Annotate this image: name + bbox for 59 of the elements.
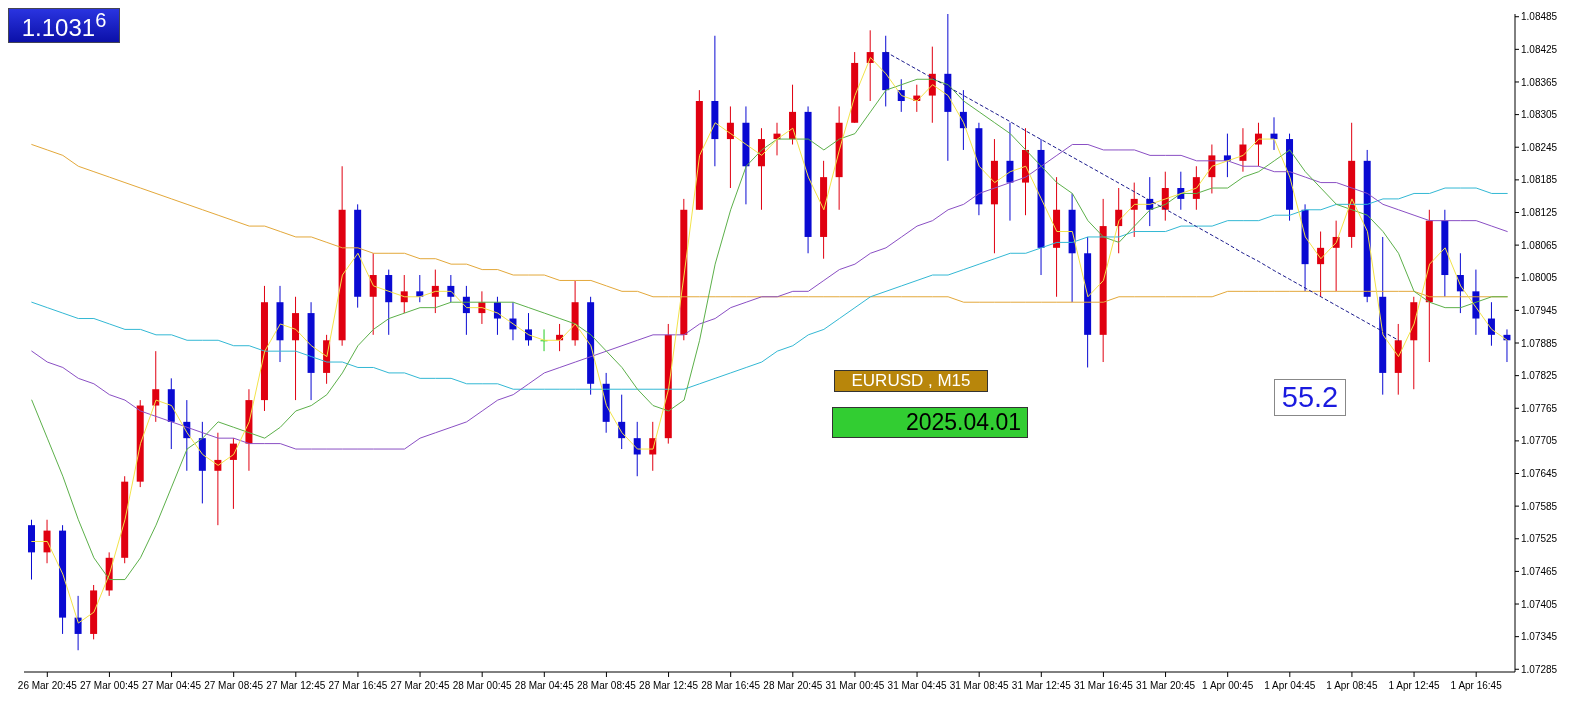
candlestick bbox=[369, 252, 377, 336]
x-tick-label: 31 Mar 12:45 bbox=[1011, 680, 1072, 691]
x-tick-label: 1 Apr 04:45 bbox=[1264, 680, 1316, 691]
x-tick-label: 26 Mar 20:45 bbox=[17, 680, 78, 691]
date-box: 2025.04.01 bbox=[832, 407, 1028, 438]
y-tick-label: 1.08125 bbox=[1521, 207, 1558, 219]
x-tick-label: 28 Mar 00:45 bbox=[452, 680, 513, 691]
x-tick-label: 28 Mar 16:45 bbox=[701, 680, 761, 691]
number-box: 55.2 bbox=[1274, 379, 1346, 416]
x-tick-label: 28 Mar 12:45 bbox=[639, 680, 699, 691]
y-tick-label: 1.08485 bbox=[1521, 11, 1558, 23]
line-series bbox=[31, 144, 1508, 450]
y-tick-label: 1.07825 bbox=[1521, 370, 1558, 382]
annotation: 1.1031$^{6}$ bbox=[21, 9, 107, 42]
x-tick-label: 28 Mar 04:45 bbox=[514, 680, 575, 691]
x-tick-label: 1 Apr 16:45 bbox=[1450, 680, 1503, 691]
annotation: EURUSD , M15 bbox=[851, 371, 971, 391]
x-tick-label: 31 Mar 00:45 bbox=[825, 680, 885, 691]
x-tick-label: 27 Mar 00:45 bbox=[79, 680, 140, 691]
x-tick-label: 27 Mar 20:45 bbox=[390, 680, 450, 691]
y-tick-label: 1.07405 bbox=[1521, 598, 1558, 610]
y-tick-label: 1.07705 bbox=[1521, 435, 1558, 447]
annotation: 55.2 bbox=[1281, 381, 1339, 414]
candlestick bbox=[1006, 122, 1014, 222]
price-box: 1.1031$^{6}$ bbox=[8, 8, 120, 43]
y-tick-label: 1.07885 bbox=[1521, 337, 1558, 349]
y-tick-label: 1.07345 bbox=[1521, 631, 1558, 643]
candlestick bbox=[431, 269, 439, 314]
y-tick-label: 1.08065 bbox=[1521, 239, 1558, 251]
y-tick-label: 1.07525 bbox=[1521, 533, 1558, 545]
annotation: 2025.04.01 bbox=[905, 409, 1021, 436]
x-tick-label: 27 Mar 04:45 bbox=[142, 680, 202, 691]
x-tick-label: 1 Apr 08:45 bbox=[1326, 680, 1378, 691]
y-tick-label: 1.08365 bbox=[1521, 76, 1558, 88]
y-tick-label: 1.08005 bbox=[1521, 272, 1558, 284]
x-tick-label: 31 Mar 08:45 bbox=[949, 680, 1010, 691]
x-tick-label: 31 Mar 04:45 bbox=[887, 680, 947, 691]
symbol-box: EURUSD , M15 bbox=[834, 370, 988, 392]
x-tick-label: 27 Mar 12:45 bbox=[266, 680, 326, 691]
x-tick-label: 28 Mar 08:45 bbox=[576, 680, 637, 691]
y-tick-label: 1.08245 bbox=[1521, 141, 1558, 153]
x-tick-label: 28 Mar 20:45 bbox=[763, 680, 823, 691]
y-tick-label: 1.07465 bbox=[1521, 565, 1558, 577]
y-tick-label: 1.07285 bbox=[1521, 663, 1558, 675]
y-tick-label: 1.08305 bbox=[1521, 109, 1558, 121]
x-tick-label: 1 Apr 12:45 bbox=[1388, 680, 1441, 691]
x-tick-label: 27 Mar 08:45 bbox=[204, 680, 264, 691]
x-tick-label: 27 Mar 16:45 bbox=[328, 680, 388, 691]
y-tick-label: 1.07945 bbox=[1521, 304, 1558, 316]
x-tick-label: 1 Apr 00:45 bbox=[1202, 680, 1254, 691]
y-tick-label: 1.07585 bbox=[1521, 500, 1558, 512]
x-tick-label: 31 Mar 20:45 bbox=[1136, 680, 1196, 691]
y-tick-label: 1.07765 bbox=[1521, 402, 1558, 414]
candlestick bbox=[400, 274, 408, 314]
candlestick bbox=[152, 350, 160, 423]
y-tick-label: 1.07645 bbox=[1521, 468, 1558, 480]
y-tick-label: 1.08425 bbox=[1521, 43, 1558, 55]
y-tick-label: 1.08185 bbox=[1521, 174, 1558, 186]
x-tick-label: 31 Mar 16:45 bbox=[1073, 680, 1134, 691]
